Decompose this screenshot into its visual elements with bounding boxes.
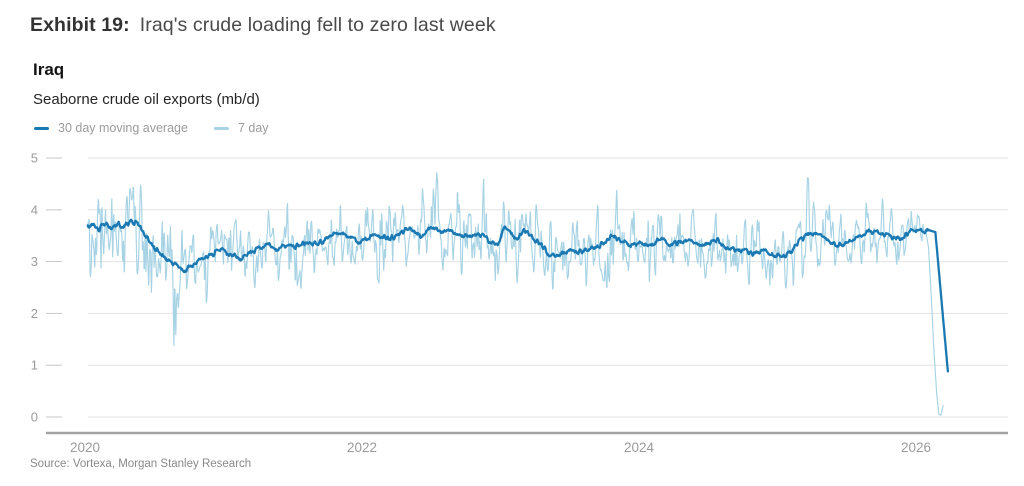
x-axis-tick-label: 2020 (70, 440, 100, 455)
exhibit-header: Exhibit 19: Iraq's crude loading fell to … (30, 14, 496, 37)
legend-item-7day: 7 day (213, 121, 269, 135)
y-axis-tick-label: 3 (31, 254, 38, 269)
legend-item-30day-ma: 30 day moving average (34, 121, 188, 135)
legend-dash-30day-icon (34, 126, 49, 130)
legend-label-30day-ma: 30 day moving average (58, 121, 188, 135)
y-axis-tick-label: 1 (31, 358, 38, 373)
legend-label-7day: 7 day (237, 121, 269, 135)
source-attribution: Source: Vortexa, Morgan Stanley Research (30, 458, 252, 470)
x-axis-tick-label: 2024 (624, 440, 655, 455)
y-axis-tick-label: 4 (31, 202, 38, 217)
chart-title: Iraq (33, 60, 65, 79)
exhibit-title: Iraq's crude loading fell to zero last w… (139, 14, 496, 36)
series-7day-line (87, 172, 944, 416)
chart-legend: 30 day moving average 7 day (34, 121, 269, 135)
y-axis-tick-label: 2 (31, 306, 38, 321)
y-axis-tick-label: 5 (31, 151, 38, 166)
exhibit-number-label: Exhibit 19: (30, 14, 130, 36)
chart-subtitle: Seaborne crude oil exports (mb/d) (33, 91, 260, 108)
y-axis-tick-label: 0 (31, 410, 38, 425)
x-axis-tick-label: 2022 (347, 440, 377, 455)
series-30day-ma-line (86, 218, 950, 373)
legend-dash-7day-icon (213, 126, 229, 130)
x-axis-tick-label: 2026 (901, 440, 931, 455)
